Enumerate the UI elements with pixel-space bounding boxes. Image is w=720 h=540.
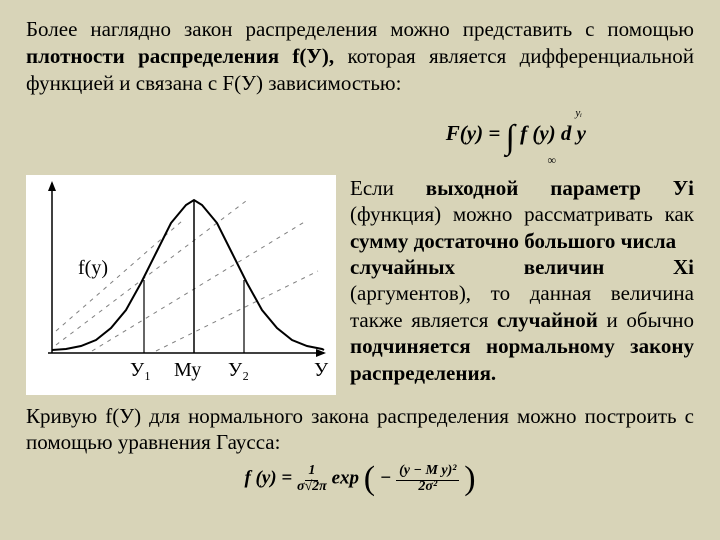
body-paragraph: Если выходной параметр Уi (функция) можн… xyxy=(350,175,694,387)
gauss-intro: Кривую f(У) для нормального закона распр… xyxy=(26,403,694,456)
gauss-formula: f (y) = 1σ√2π exp ( − (y − M y)²2σ² ) xyxy=(26,460,694,498)
intro-paragraph: Более наглядно закон распределения можно… xyxy=(26,16,694,97)
u-axis-label: У xyxy=(314,359,328,382)
fy-label: f(y) xyxy=(78,257,108,280)
u2-label: У₂ xyxy=(228,359,249,382)
density-chart: f(y) У₁ Му У₂ У xyxy=(26,175,336,395)
u1-label: У₁ xyxy=(130,359,151,382)
integral-formula: yᵢ F(y) = ∫ f (y) d y ∞ xyxy=(26,107,694,169)
mu-label: Му xyxy=(174,359,201,382)
